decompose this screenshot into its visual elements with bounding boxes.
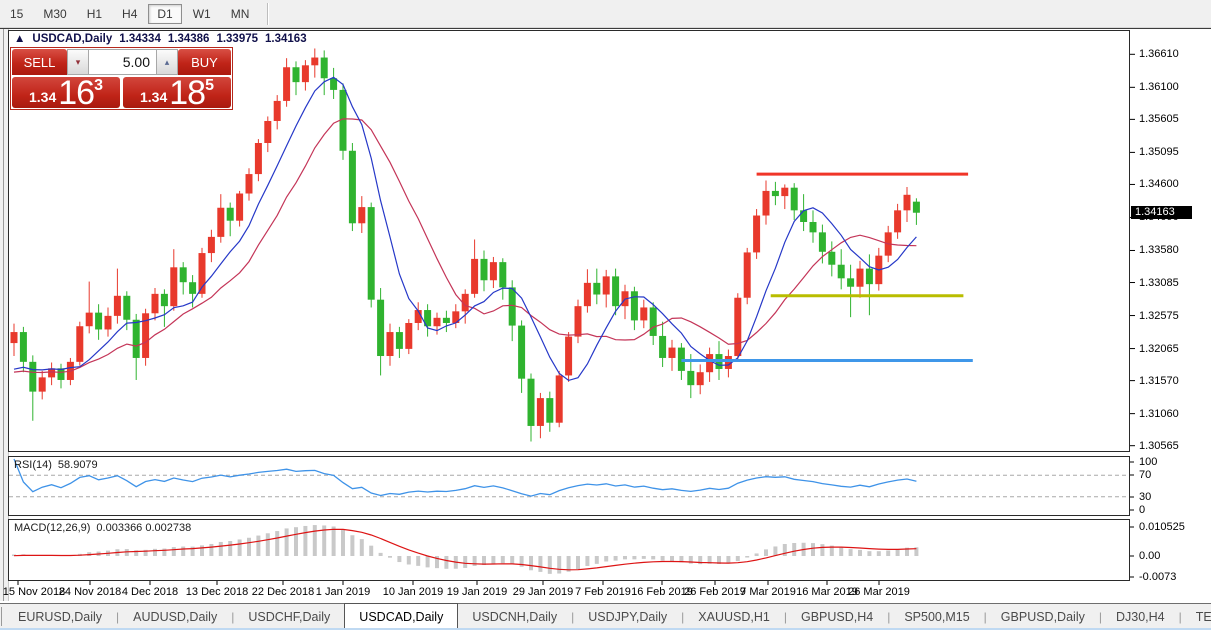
timeframe-button-m30[interactable]: M30 xyxy=(43,6,67,21)
toolbar-divider xyxy=(267,2,270,25)
price-axis-label: 1.31570 xyxy=(1139,374,1179,387)
chart-tab-dj30[interactable]: DJ30,H4 xyxy=(1115,609,1165,624)
ohlc-low: 1.33975 xyxy=(216,33,259,45)
chart-tab-gbpusd[interactable]: GBPUSD,H4 xyxy=(800,609,874,624)
buy-price-point: 5 xyxy=(205,77,214,94)
triangle-down-icon: ▾ xyxy=(75,56,81,67)
ohlc-open: 1.34334 xyxy=(119,33,161,45)
price-axis-label: 1.33580 xyxy=(1139,244,1179,257)
date-axis-label: 15 Nov 2018 xyxy=(2,586,66,598)
price-axis-label: 1.35605 xyxy=(1139,113,1179,126)
date-axis-label: 10 Jan 2019 xyxy=(382,586,444,598)
macd-axis-label: 0.00 xyxy=(1139,550,1161,562)
volume-decrease-button[interactable]: ▾ xyxy=(67,49,89,75)
date-axis-label: 19 Jan 2019 xyxy=(446,586,508,598)
chart-tab-bar: EURUSD,Daily | AUDUSD,Daily | USDCHF,Daily US… xyxy=(0,603,1211,629)
chart-tab-sp500[interactable]: SP500,M15 xyxy=(904,609,970,624)
chart-tab-eurusd[interactable]: EURUSD,Daily xyxy=(18,609,103,624)
rsi-axis-label: 100 xyxy=(1139,456,1158,468)
buy-button[interactable]: BUY xyxy=(178,49,231,75)
ohlc-close: 1.34163 xyxy=(265,33,307,45)
date-axis-label: 29 Jan 2019 xyxy=(512,586,574,598)
sell-price-big-figure: 1.34 xyxy=(29,89,57,105)
sell-price-point: 3 xyxy=(94,77,103,94)
chart-tab-usdcnh[interactable]: USDCNH,Daily xyxy=(472,609,558,624)
tab-separator: | xyxy=(887,609,891,624)
tab-separator: | xyxy=(783,609,787,624)
price-axis-label: 1.33085 xyxy=(1139,276,1179,289)
one-click-trading-widget: SELL ▾ ▴ BUY 1.34 16 3 1.34 18 5 xyxy=(10,47,233,110)
tab-separator: | xyxy=(681,609,685,624)
sell-button[interactable]: SELL xyxy=(12,49,67,75)
date-axis-label: 26 Feb 2019 xyxy=(684,586,746,598)
chart-tab-usdcad[interactable]: USDCAD,Daily xyxy=(344,603,459,629)
tab-separator: | xyxy=(1098,609,1102,624)
date-axis-label: 16 Feb 2019 xyxy=(631,586,693,598)
price-axis-label: 1.35095 xyxy=(1139,146,1179,159)
ohlc-high: 1.34386 xyxy=(167,33,210,45)
date-axis-label: 16 Mar 2019 xyxy=(796,586,858,598)
price-axis-label: 1.32065 xyxy=(1139,342,1179,355)
collapse-triangle-icon[interactable]: ▲ xyxy=(14,33,26,45)
chart-tab-usdchf[interactable]: USDCHF,Daily xyxy=(248,609,331,624)
rsi-indicator-label: RSI(14) 58.9079 xyxy=(14,459,98,471)
buy-price-pips: 18 xyxy=(169,73,206,112)
price-axis-label: 1.30565 xyxy=(1139,439,1179,452)
date-axis-label: 13 Dec 2018 xyxy=(185,586,249,598)
chart-tab-usdjpy[interactable]: USDJPY,Daily xyxy=(588,609,668,624)
sell-price-pips: 16 xyxy=(58,73,95,112)
window-bottom-edge xyxy=(0,628,1211,630)
volume-increase-button[interactable]: ▴ xyxy=(156,49,178,75)
triangle-up-icon: ▴ xyxy=(164,56,170,67)
sell-price-panel[interactable]: 1.34 16 3 xyxy=(12,73,120,112)
date-axis-label: 26 Mar 2019 xyxy=(848,586,910,598)
timeframe-button-w1[interactable]: W1 xyxy=(192,6,211,21)
chart-tab-audusd[interactable]: AUDUSD,Daily xyxy=(133,609,218,624)
tab-separator: | xyxy=(571,609,575,624)
buy-price-big-figure: 1.34 xyxy=(140,89,168,105)
current-price-badge: 1.34163 xyxy=(1131,206,1192,219)
date-axis-label: 1 Jan 2019 xyxy=(315,586,371,598)
chart-tab-xauusd[interactable]: XAUUSD,H1 xyxy=(698,609,770,624)
window-left-edge xyxy=(0,29,9,601)
price-axis-label: 1.32575 xyxy=(1139,309,1179,322)
rsi-axis-label: 30 xyxy=(1139,491,1152,503)
timeframe-button-15[interactable]: 15 xyxy=(10,6,24,21)
chart-tab-tech100[interactable]: TECH100,H1 xyxy=(1195,609,1211,624)
date-axis-label: 24 Nov 2018 xyxy=(58,586,122,598)
date-axis-label: 4 Dec 2018 xyxy=(121,586,179,598)
timeframe-button-d1[interactable]: D1 xyxy=(148,3,182,24)
price-axis-label: 1.36100 xyxy=(1139,81,1179,94)
chart-header: ▲ USDCAD,Daily 1.34334 1.34386 1.33975 1… xyxy=(14,33,307,45)
timeframe-toolbar: 15 M30 H1 H4 D1 W1 MN xyxy=(0,0,1211,28)
tab-separator: | xyxy=(231,609,235,624)
volume-input[interactable] xyxy=(89,49,156,75)
rsi-axis-label: 70 xyxy=(1139,469,1152,481)
date-axis-label: 7 Feb 2019 xyxy=(575,586,631,598)
macd-indicator-label: MACD(12,26,9) 0.003366 0.002738 xyxy=(14,522,192,534)
workspace-divider xyxy=(0,28,1211,29)
macd-axis-label: -0.0073 xyxy=(1139,571,1177,583)
tab-separator: | xyxy=(983,609,987,624)
rsi-axis-label: 0 xyxy=(1139,504,1146,516)
buy-price-panel[interactable]: 1.34 18 5 xyxy=(123,73,231,112)
date-axis-label: 22 Dec 2018 xyxy=(251,586,315,598)
date-axis-label: 7 Mar 2019 xyxy=(740,586,796,598)
chart-symbol-title: USDCAD,Daily xyxy=(32,33,113,45)
tabbar-grip[interactable] xyxy=(1,607,2,626)
timeframe-button-mn[interactable]: MN xyxy=(230,6,250,21)
price-axis-label: 1.36610 xyxy=(1139,48,1179,61)
timeframe-button-h4[interactable]: H4 xyxy=(122,6,138,21)
timeframe-button-h1[interactable]: H1 xyxy=(86,6,103,21)
chart-tab-gbpusd[interactable]: GBPUSD,Daily xyxy=(1000,609,1085,624)
price-axis-label: 1.34600 xyxy=(1139,178,1179,191)
price-axis-label: 1.31060 xyxy=(1139,407,1179,420)
macd-axis-label: 0.010525 xyxy=(1139,521,1185,533)
tab-separator: | xyxy=(1178,609,1182,624)
tab-separator: | xyxy=(116,609,120,624)
